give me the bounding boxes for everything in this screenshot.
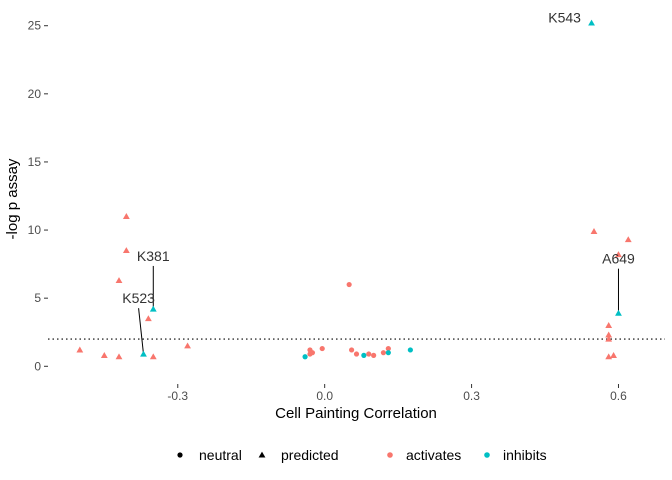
data-point-triangle	[615, 309, 622, 316]
data-point-triangle	[122, 213, 130, 219]
data-point-triangle	[140, 350, 147, 357]
data-point-triangle	[590, 228, 598, 234]
data-point-triangle	[605, 331, 613, 338]
legend-color-dot-icon	[484, 452, 490, 458]
data-point-circle	[353, 351, 360, 357]
data-point-triangle	[184, 342, 191, 349]
x-tick-label: -0.3	[167, 389, 188, 403]
data-point-circle	[385, 345, 391, 352]
legend-circle-icon	[177, 452, 183, 458]
data-point-circle	[346, 281, 352, 288]
data-point-triangle	[100, 351, 108, 358]
x-axis-title: Cell Painting Correlation	[275, 405, 437, 422]
legend: neutral predicted activates inhibits	[177, 447, 547, 463]
data-point-triangle	[115, 353, 123, 360]
legend-label-predicted: predicted	[281, 447, 339, 463]
annotation-leader-line	[138, 308, 144, 355]
data-point-circle	[407, 347, 413, 353]
y-tick-label: 15	[28, 155, 42, 169]
data-point-triangle	[122, 247, 130, 254]
x-tick-label: 0.0	[316, 389, 333, 403]
data-point-triangle	[610, 351, 617, 358]
data-point-triangle	[605, 353, 613, 360]
data-point-circle	[380, 350, 387, 356]
annotation-labels: K543 K381 K523 A649	[122, 10, 635, 307]
data-points	[76, 19, 632, 360]
data-point-circle	[366, 351, 372, 357]
data-point-triangle	[605, 335, 613, 342]
data-point-triangle	[605, 322, 613, 328]
data-point-triangle	[76, 346, 84, 353]
legend-triangle-icon	[258, 451, 266, 458]
y-tick-label: 25	[28, 19, 42, 33]
x-tick-label: 0.6	[610, 389, 627, 403]
data-point-triangle	[115, 277, 123, 284]
annotation-label: K543	[548, 10, 581, 26]
data-point-circle	[371, 352, 377, 358]
y-tick-label: 0	[34, 359, 41, 373]
data-point-triangle	[624, 236, 632, 243]
annotation-label: A649	[602, 251, 635, 267]
data-point-triangle	[615, 251, 622, 258]
data-point-circle	[302, 354, 308, 360]
axis-ticks: 0 5 10 15 20 25 -0.3 0.0 0.3 0.6	[28, 19, 628, 403]
legend-label-activates: activates	[406, 447, 461, 463]
y-tick-label: 10	[28, 223, 42, 237]
data-point-triangle	[144, 315, 152, 322]
y-tick-label: 5	[34, 291, 41, 305]
data-point-triangle	[149, 353, 157, 360]
y-tick-label: 20	[28, 87, 42, 101]
legend-color-dot-icon	[387, 452, 393, 458]
data-point-circle	[307, 351, 313, 357]
data-point-triangle	[149, 305, 157, 312]
y-axis-title: -log p assay	[4, 158, 21, 239]
legend-label-inhibits: inhibits	[503, 447, 547, 463]
data-point-circle	[349, 347, 355, 353]
data-point-circle	[385, 350, 391, 356]
legend-label-neutral: neutral	[199, 447, 242, 463]
x-tick-label: 0.3	[463, 389, 480, 403]
data-point-circle	[319, 345, 325, 352]
data-point-circle	[361, 352, 367, 358]
annotation-leaders	[138, 265, 619, 355]
data-point-triangle	[588, 19, 595, 26]
annotation-label: K523	[122, 290, 155, 306]
annotation-label: K381	[137, 248, 170, 264]
